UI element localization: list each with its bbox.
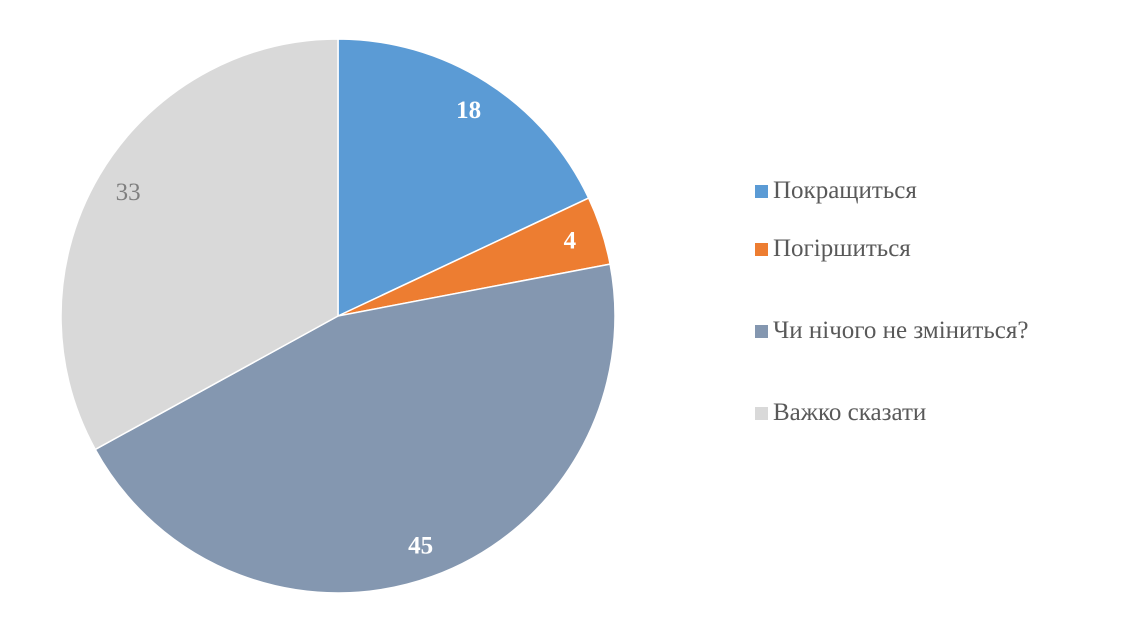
legend: Покращиться Погіршиться Чи нічого не змі… xyxy=(755,174,1028,454)
legend-item-hard-to-say: Важко сказати xyxy=(755,372,1028,454)
legend-item-improve: Покращиться xyxy=(755,174,1028,208)
legend-label: Важко сказати xyxy=(773,399,927,426)
data-label-0: 18 xyxy=(456,97,481,124)
pie-slice-3 xyxy=(60,38,339,451)
legend-swatch xyxy=(755,324,768,338)
legend-item-no-change: Чи нічого не зміниться? xyxy=(755,290,1028,372)
legend-label: Погіршиться xyxy=(773,235,911,262)
legend-label: Покращиться xyxy=(773,177,917,204)
data-label-2: 45 xyxy=(408,532,433,559)
legend-swatch xyxy=(755,242,768,256)
data-label-1: 4 xyxy=(564,228,577,255)
legend-swatch xyxy=(755,406,768,420)
data-label-3: 33 xyxy=(116,179,141,206)
pie-slice-0 xyxy=(337,38,590,318)
legend-item-worsen: Погіршиться xyxy=(755,208,1028,290)
pie-slice-2 xyxy=(94,263,616,594)
legend-label: Чи нічого не зміниться? xyxy=(773,317,1029,344)
legend-swatch xyxy=(755,184,768,198)
